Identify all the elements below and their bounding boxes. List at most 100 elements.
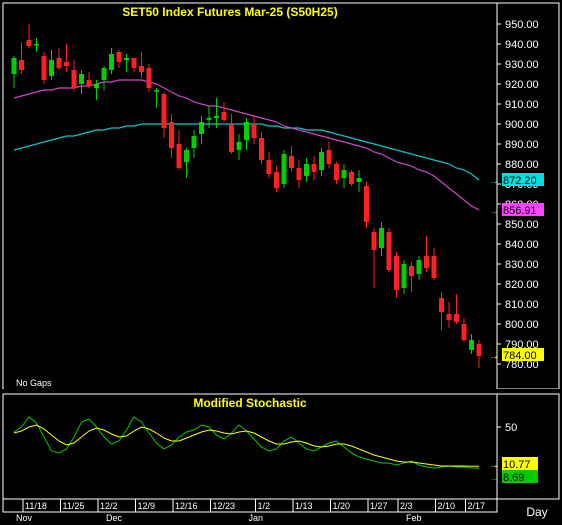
y-tick-label: 800.00 xyxy=(505,319,539,331)
candle xyxy=(311,156,317,180)
candle-body xyxy=(86,80,92,86)
x-tick-label: 11/25 xyxy=(63,501,85,511)
candle xyxy=(169,114,174,158)
candle xyxy=(116,50,122,68)
y-tick-label: 820.00 xyxy=(505,279,539,291)
price-last-label: 784.00 xyxy=(503,350,537,362)
candle-body xyxy=(56,58,62,68)
candle xyxy=(214,98,219,128)
candle-body xyxy=(146,68,152,88)
candle xyxy=(64,44,69,72)
candle-body xyxy=(311,164,317,172)
candle xyxy=(109,48,114,74)
ma-fast-last-label-box xyxy=(502,203,544,216)
candle xyxy=(124,54,129,72)
candle-body xyxy=(139,66,144,72)
candle-body xyxy=(394,256,399,290)
x-tick-label: 2/10 xyxy=(438,501,456,511)
y-tick-label: 930.00 xyxy=(505,59,539,71)
candle-body xyxy=(251,124,257,138)
price-chart-title: SET50 Index Futures Mar-25 (S50H25) xyxy=(122,5,337,19)
ma-fast-last-label: 856.91 xyxy=(503,205,537,217)
candle-body xyxy=(221,112,227,120)
price-plot-area xyxy=(4,4,497,389)
candle-body xyxy=(469,340,474,350)
candle-body xyxy=(289,156,294,168)
candle xyxy=(41,52,47,84)
candle xyxy=(296,160,302,188)
candle xyxy=(184,148,189,178)
ma-slow-last-label-box xyxy=(502,173,544,186)
candle-body xyxy=(229,124,234,152)
y-tick-label: 850.00 xyxy=(505,219,539,231)
stoch-k-last-label: 8.69 xyxy=(503,472,524,484)
candles-group xyxy=(11,24,482,368)
x-tick-label: 1/13 xyxy=(295,501,313,511)
candle-body xyxy=(266,160,272,174)
stoch-k-last-label-box xyxy=(502,470,538,483)
y-tick-label: 810.00 xyxy=(505,299,539,311)
x-tick-label: 2/3 xyxy=(400,501,413,511)
x-month-label: Dec xyxy=(106,513,123,523)
stoch-k-last-label-arrow: → xyxy=(489,473,499,484)
x-tick-label: 12/2 xyxy=(100,501,118,511)
candle-body xyxy=(364,186,369,222)
x-tick-label: 12/23 xyxy=(213,501,236,511)
last-value-labels: → 872.20 → 856.91 → 784.00 xyxy=(489,173,544,362)
stoch-y-tick-label: 50 xyxy=(505,422,517,434)
candle-body xyxy=(199,122,204,134)
no-gaps-note: No Gaps xyxy=(16,378,52,388)
candle-body xyxy=(274,172,279,188)
candle-body xyxy=(214,116,219,118)
y-tick-label: 920.00 xyxy=(505,79,539,91)
candle-body xyxy=(454,314,459,322)
stoch-d-last-label-box xyxy=(502,457,538,470)
candle-body xyxy=(161,94,167,128)
x-tick-label: 2/17 xyxy=(468,501,486,511)
period-label[interactable]: Day xyxy=(526,505,547,519)
candle xyxy=(409,262,414,292)
candle xyxy=(49,50,54,80)
candle-body xyxy=(416,260,422,274)
y-tick-label: 880.00 xyxy=(505,159,539,171)
x-axis-bar xyxy=(2,498,498,513)
y-tick-label: 830.00 xyxy=(505,259,539,271)
candle xyxy=(229,114,234,154)
candle xyxy=(56,48,62,70)
candle-body xyxy=(409,266,414,276)
candle-body xyxy=(26,40,32,46)
candle xyxy=(191,130,197,158)
candle xyxy=(266,152,272,178)
candle-body xyxy=(334,164,339,180)
y-tick-label: 840.00 xyxy=(505,239,539,251)
candle xyxy=(386,228,392,272)
x-tick-label: 11/18 xyxy=(25,501,47,511)
candle xyxy=(139,52,144,78)
stochastic-last-labels: → 10.77 → 8.69 xyxy=(489,457,538,484)
x-month-label: Feb xyxy=(406,513,422,523)
candle xyxy=(251,116,257,144)
x-tick-label: 1/20 xyxy=(333,501,351,511)
candle xyxy=(469,334,474,354)
candle xyxy=(259,132,264,164)
candle-body xyxy=(356,178,362,182)
candle-body xyxy=(371,232,377,250)
candle-body xyxy=(191,136,197,148)
candle-body xyxy=(41,56,47,80)
candle xyxy=(356,170,362,192)
candle-body xyxy=(326,150,332,164)
candle-body xyxy=(116,52,122,62)
y-tick-label: 890.00 xyxy=(505,139,539,151)
candle xyxy=(454,294,459,324)
candle-body xyxy=(109,54,114,70)
candle-body xyxy=(259,138,264,160)
x-month-label: Nov xyxy=(16,513,33,523)
candle xyxy=(11,56,17,88)
candle xyxy=(304,158,309,182)
candle xyxy=(236,134,242,160)
candle-body xyxy=(446,314,452,320)
candle-body xyxy=(176,144,182,168)
candle xyxy=(401,260,407,294)
candle-body xyxy=(19,60,24,70)
candle-body xyxy=(71,70,77,88)
